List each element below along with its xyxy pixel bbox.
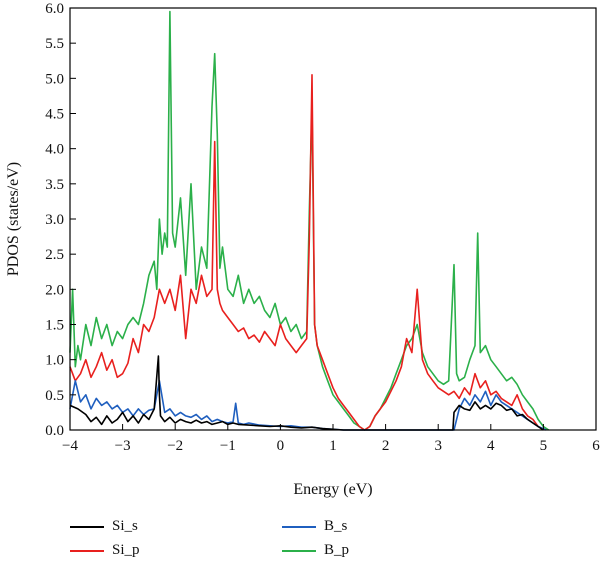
y-tick-label: 2.0 (45, 282, 64, 298)
legend-swatch-b-p (282, 549, 316, 552)
legend-label-b-p: B_p (324, 542, 350, 558)
legend-label-si-s: Si_s (112, 518, 138, 534)
x-tick-label: −2 (167, 438, 183, 454)
y-tick-label: 4.5 (45, 107, 64, 123)
y-tick-label: 1.5 (45, 318, 64, 334)
tick-layer: −4 −3 −2 −1 0 1 2 3 4 5 6 0.0 0.5 1.0 1.5 2.0 2.5 3.0 3.5 4… (45, 1, 600, 454)
legend-item-si-p: Si_p (70, 542, 140, 559)
legend-swatch-si-s (70, 525, 104, 528)
legend-item-b-p: B_p (282, 542, 349, 559)
x-tick-label: 5 (540, 438, 548, 454)
y-tick-label: 2.5 (45, 247, 64, 263)
x-tick-label: −3 (115, 438, 131, 454)
y-tick-label: 5.0 (45, 71, 64, 87)
x-tick-label: −1 (220, 438, 236, 454)
x-tick-label: 2 (382, 438, 390, 454)
x-tick-label: 6 (592, 438, 600, 454)
y-tick-label: 4.0 (45, 142, 64, 158)
legend-item-si-s: Si_s (70, 518, 138, 535)
y-tick-label: 3.5 (45, 177, 64, 193)
y-tick-label: 1.0 (45, 353, 64, 369)
x-tick-label: 1 (329, 438, 337, 454)
series-line-si-s (69, 355, 544, 431)
series-line-si-p (69, 74, 544, 431)
pdos-chart: −4 −3 −2 −1 0 1 2 3 4 5 6 0.0 0.5 1.0 1.5 2.0 2.5 3.0 3.5 4… (5, 1, 600, 498)
legend-swatch-b-s (282, 525, 316, 528)
x-axis-title: Energy (eV) (293, 481, 372, 498)
series-layer (69, 10, 550, 431)
legend-swatch-si-p (70, 549, 104, 552)
y-tick-label: 5.5 (45, 36, 64, 52)
y-tick-label: 3.0 (45, 212, 64, 228)
x-tick-label: −4 (62, 438, 78, 454)
legend-label-si-p: Si_p (112, 542, 140, 558)
series-line-b-p (69, 10, 550, 431)
y-axis-title: PDOS (states/eV) (5, 162, 22, 276)
x-tick-label: 4 (487, 438, 495, 454)
y-tick-label: 0.5 (45, 388, 64, 404)
y-tick-label: 6.0 (45, 1, 64, 17)
legend-label-b-s: B_s (324, 518, 348, 534)
y-tick-label: 0.0 (45, 423, 64, 439)
x-tick-label: 3 (434, 438, 442, 454)
legend-item-b-s: B_s (282, 518, 347, 535)
x-tick-label: 0 (277, 438, 285, 454)
series-line-b-s (69, 380, 547, 431)
plot-frame (69, 7, 597, 431)
